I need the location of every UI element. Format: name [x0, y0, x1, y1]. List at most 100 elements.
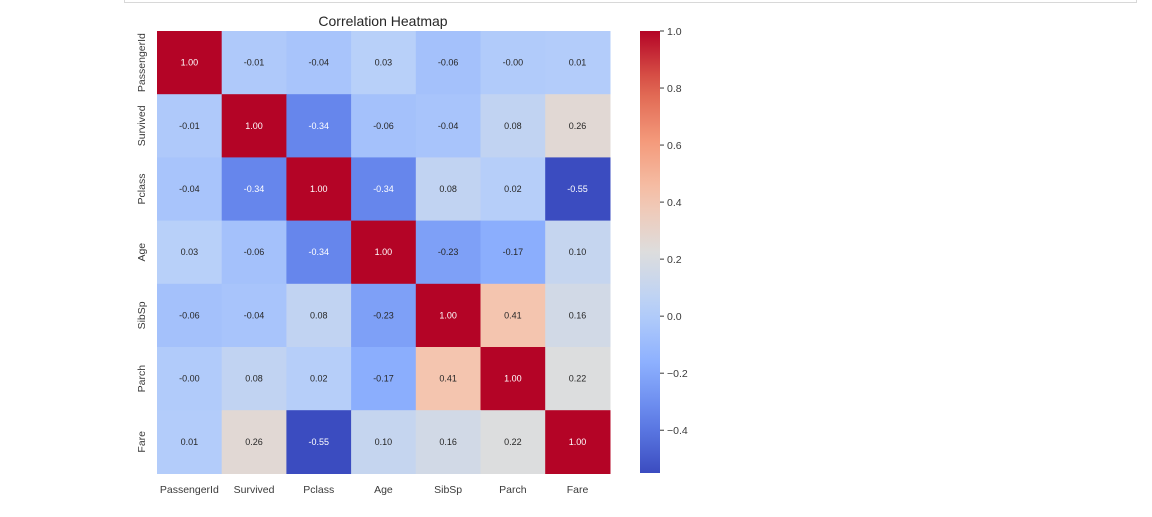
colorbar-tick-label-7: −0.4	[667, 425, 688, 437]
colorbar-tick-label-2: 0.6	[667, 140, 682, 152]
heatmap-cell-2-5	[480, 157, 546, 222]
cell-annotation-0-3: 0.03	[375, 58, 393, 68]
heatmap-cell-0-1	[221, 31, 287, 95]
heatmap-cell-4-2	[286, 283, 352, 348]
heatmap-cell-5-5	[480, 347, 546, 411]
cell-annotation-0-0: 1.00	[181, 58, 199, 68]
cell-annotation-4-1: -0.04	[244, 310, 265, 320]
cell-annotation-6-3: 0.10	[375, 437, 393, 447]
heatmap-cell-3-2	[286, 220, 352, 285]
heatmap-cell-0-2	[286, 31, 352, 95]
colorbar-tick-label-5: 0.0	[667, 311, 682, 323]
cell-annotation-1-3: -0.06	[373, 121, 394, 131]
heatmap-cell-3-4	[415, 220, 482, 285]
cell-annotation-4-5: 0.41	[504, 310, 522, 320]
cell-annotation-4-0: -0.06	[179, 310, 200, 320]
cell-annotation-3-1: -0.06	[244, 247, 265, 257]
heatmap-cell-1-4	[415, 94, 482, 158]
cell-annotation-4-3: -0.23	[373, 310, 394, 320]
x-tick-label-0: PassengerId	[160, 484, 219, 496]
cell-annotation-2-5: 0.02	[504, 184, 522, 194]
cell-annotation-3-4: -0.23	[438, 247, 459, 257]
heatmap-cell-4-0	[157, 283, 223, 348]
heatmap-cell-0-0	[157, 31, 223, 95]
heatmap-cell-1-0	[157, 94, 223, 158]
cell-annotation-6-5: 0.22	[504, 437, 522, 447]
colorbar-ticks: 1.0 0.8 0.6 0.4 0.2 0.0 −0.2 −0.4	[660, 26, 688, 437]
cell-annotation-1-6: 0.26	[569, 121, 587, 131]
cell-annotation-1-5: 0.08	[504, 121, 522, 131]
cell-annotation-0-1: -0.01	[244, 58, 265, 68]
cell-annotation-0-6: 0.01	[569, 58, 587, 68]
cell-annotation-3-0: 0.03	[181, 247, 199, 257]
cell-annotation-2-0: -0.04	[179, 184, 200, 194]
y-tick-label-3: Age	[136, 243, 148, 262]
heatmap-cell-2-1	[221, 157, 287, 222]
heatmap-cell-3-6	[545, 220, 611, 285]
heatmap-cell-6-6	[545, 410, 611, 474]
x-tick-label-2: Pclass	[303, 484, 334, 496]
cell-annotation-5-4: 0.41	[439, 374, 457, 384]
heatmap-cell-6-0	[157, 410, 223, 474]
heatmap-cell-1-3	[351, 94, 417, 158]
y-axis-labels: PassengerId Survived Pclass Age SibSp Parch Fa…	[136, 33, 148, 453]
heatmap-cell-6-1	[221, 410, 287, 474]
cell-annotation-5-0: -0.00	[179, 374, 200, 384]
heatmap-cell-4-1	[221, 283, 287, 348]
cell-annotation-6-0: 0.01	[181, 437, 199, 447]
colorbar-tick-label-1: 0.8	[667, 83, 682, 95]
chart-title: Correlation Heatmap	[318, 13, 447, 29]
heatmap-cell-5-1	[221, 347, 287, 411]
heatmap-cell-0-4	[415, 31, 482, 95]
cell-annotation-6-2: -0.55	[308, 437, 329, 447]
cell-annotation-5-1: 0.08	[245, 374, 263, 384]
cell-annotation-3-5: -0.17	[503, 247, 524, 257]
heatmap-cell-1-5	[480, 94, 546, 158]
x-tick-label-1: Survived	[234, 484, 275, 496]
cell-annotation-4-4: 1.00	[439, 310, 457, 320]
cell-annotation-0-4: -0.06	[438, 58, 459, 68]
heatmap-cell-3-0	[157, 220, 223, 285]
cell-annotation-6-1: 0.26	[245, 437, 263, 447]
heatmap-cell-2-4	[415, 157, 482, 222]
heatmap-cell-4-6	[545, 283, 611, 348]
heatmap-cell-2-0	[157, 157, 223, 222]
heatmap-cell-6-5	[480, 410, 546, 474]
heatmap-cell-1-1	[221, 94, 287, 158]
cell-annotation-2-1: -0.34	[244, 184, 265, 194]
heatmap-cell-3-1	[221, 220, 287, 285]
heatmap-cell-3-5	[480, 220, 546, 285]
heatmap-cell-0-3	[351, 31, 417, 95]
colorbar-tick-label-6: −0.2	[667, 368, 688, 380]
cell-annotation-0-5: -0.00	[503, 58, 524, 68]
x-tick-label-6: Fare	[567, 484, 589, 496]
heatmap-cell-2-6	[545, 157, 611, 222]
heatmap-cells: 1.00 -0.01 -0.04 0.03 -0.06 -0.00 0.01 -0.01 1.0…	[157, 31, 611, 474]
cell-annotation-0-2: -0.04	[308, 58, 329, 68]
y-tick-label-0: PassengerId	[136, 33, 148, 92]
heatmap-cell-6-4	[415, 410, 482, 474]
cell-annotation-1-2: -0.34	[308, 121, 329, 131]
heatmap-cell-2-2	[286, 157, 352, 222]
heatmap-cell-4-4	[415, 283, 482, 348]
colorbar-tick-label-0: 1.0	[667, 26, 682, 38]
heatmap-cell-3-3	[351, 220, 417, 285]
heatmap-cell-5-3	[351, 347, 417, 411]
cell-annotation-5-3: -0.17	[373, 374, 394, 384]
cell-annotation-1-0: -0.01	[179, 121, 200, 131]
colorbar-tick-label-3: 0.4	[667, 197, 682, 209]
y-tick-label-6: Fare	[136, 431, 148, 453]
heatmap-cell-0-5	[480, 31, 546, 95]
y-tick-label-4: SibSp	[136, 301, 148, 329]
cell-annotation-5-2: 0.02	[310, 374, 328, 384]
cell-annotation-6-4: 0.16	[439, 437, 457, 447]
x-tick-label-3: Age	[374, 484, 393, 496]
heatmap-cell-6-3	[351, 410, 417, 474]
heatmap-cell-1-2	[286, 94, 352, 158]
cell-annotation-3-3: 1.00	[375, 247, 393, 257]
cell-annotation-6-6: 1.00	[569, 437, 587, 447]
notebook-cell-frame	[124, 0, 1137, 3]
cell-annotation-2-3: -0.34	[373, 184, 394, 194]
heatmap-cell-5-6	[545, 347, 611, 411]
